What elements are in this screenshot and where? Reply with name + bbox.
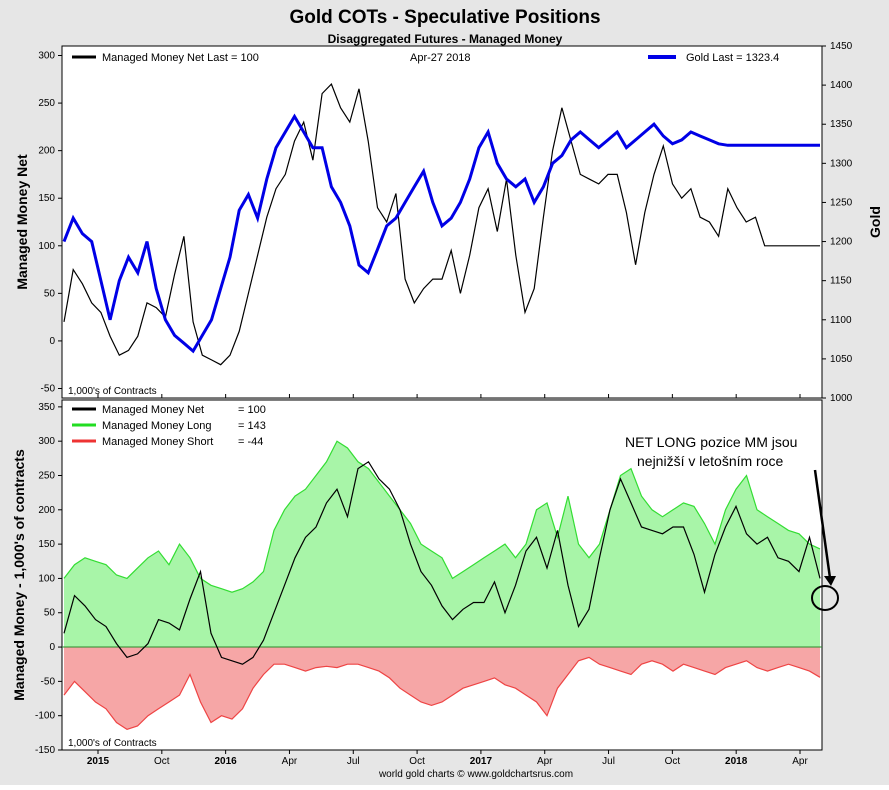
- legend-net-label: Managed Money Net Last = 100: [102, 52, 259, 64]
- top-series-gold-line: [62, 113, 820, 354]
- annotation-arrowhead: [824, 576, 836, 586]
- legend-mm-short-value: = -44: [238, 436, 263, 448]
- bottom-plot: [62, 440, 822, 731]
- x-tick-label: 2018: [725, 756, 748, 767]
- top-ylabel-right: Gold: [867, 206, 883, 238]
- top-y-right-tick-label: 1350: [830, 119, 853, 130]
- top-y-right-tick-label: 1100: [830, 315, 852, 326]
- top-y-tick-label: 250: [38, 98, 55, 109]
- x-tick-label: Oct: [154, 756, 170, 767]
- top-y-tick-label: 50: [44, 288, 56, 299]
- top-ylabel: Managed Money Net: [14, 154, 30, 290]
- top-y-tick-label: 150: [38, 193, 55, 204]
- x-tick-label: Oct: [665, 756, 681, 767]
- x-tick-label: Apr: [792, 756, 808, 767]
- bottom-short-line: [63, 656, 821, 731]
- footer-credit: world gold charts © www.goldchartsrus.co…: [378, 769, 573, 780]
- x-tick-label: 2016: [215, 756, 238, 767]
- bottom-y-tick-label: -50: [41, 676, 56, 687]
- x-tick-label: 2015: [87, 756, 110, 767]
- top-y-tick-label: 300: [38, 51, 55, 62]
- top-y-right-tick-label: 1050: [830, 354, 853, 365]
- bottom-y-tick-label: 250: [38, 470, 55, 481]
- bottom-long-area: [64, 441, 820, 648]
- legend-gold-label: Gold Last = 1323.4: [686, 52, 779, 64]
- top-y-right-tick-label: 1000: [830, 393, 853, 404]
- bottom-y-tick-label: 150: [38, 539, 55, 550]
- top-y-tick-label: 200: [38, 146, 55, 157]
- annotation-line2: nejnižší v letošním roce: [637, 453, 783, 469]
- top-y-tick-label: 0: [49, 336, 55, 347]
- axis-ticks: 2015 Oct 2016 Apr Jul Oct 2017 Apr Jul Oct 2018 Apr…: [35, 41, 853, 767]
- x-tick-label: Jul: [347, 756, 360, 767]
- chart-title: Gold COTs - Speculative Positions: [289, 7, 600, 28]
- bottom-y-tick-label: -150: [35, 745, 55, 756]
- x-tick-label: Apr: [537, 756, 553, 767]
- bottom-y-tick-label: 50: [44, 608, 56, 619]
- bottom-long-line: [63, 440, 821, 593]
- top-y-tick-label: -50: [41, 383, 56, 394]
- top-units-note: 1,000's of Contracts: [68, 386, 157, 397]
- bottom-y-tick-label: 200: [38, 505, 55, 516]
- top-plot: [62, 83, 820, 366]
- top-series-net-line: [63, 83, 820, 366]
- top-header-date: Apr-27 2018: [410, 52, 471, 64]
- chart-subtitle: Disaggregated Futures - Managed Money: [328, 32, 563, 46]
- legend-mm-long-value: = 143: [238, 420, 266, 432]
- legend-mm-net-label: Managed Money Net: [102, 404, 204, 416]
- annotation-line1: NET LONG pozice MM jsou: [625, 434, 797, 450]
- annotation-arrow: [813, 469, 832, 579]
- bottom-y-tick-label: 0: [49, 642, 55, 653]
- x-tick-label: Apr: [282, 756, 298, 767]
- bottom-units-note: 1,000's of Contracts: [68, 738, 157, 749]
- bottom-ylabel: Managed Money - 1,000's of contracts: [11, 449, 27, 701]
- legend-mm-short-label: Managed Money Short: [102, 436, 213, 448]
- bottom-y-tick-label: 300: [38, 436, 55, 447]
- top-y-tick-label: 100: [38, 241, 55, 252]
- bottom-y-tick-label: 100: [38, 573, 55, 584]
- top-y-right-tick-label: 1450: [830, 41, 853, 52]
- bottom-short-area: [64, 647, 820, 730]
- bottom-net-line: [63, 460, 821, 665]
- top-y-right-tick-label: 1400: [830, 80, 853, 91]
- top-y-right-tick-label: 1250: [830, 197, 853, 208]
- x-tick-label: Jul: [602, 756, 615, 767]
- bottom-y-tick-label: -100: [35, 711, 55, 722]
- top-y-right-tick-label: 1300: [830, 158, 853, 169]
- top-y-right-tick-label: 1150: [830, 276, 852, 287]
- top-y-right-tick-label: 1200: [830, 237, 853, 248]
- legend-mm-long-label: Managed Money Long: [102, 420, 211, 432]
- legend-mm-net-value: = 100: [238, 404, 266, 416]
- x-tick-label: Oct: [409, 756, 425, 767]
- annotation-circle: [811, 585, 839, 611]
- bottom-y-tick-label: 350: [38, 402, 55, 413]
- x-tick-label: 2017: [470, 756, 493, 767]
